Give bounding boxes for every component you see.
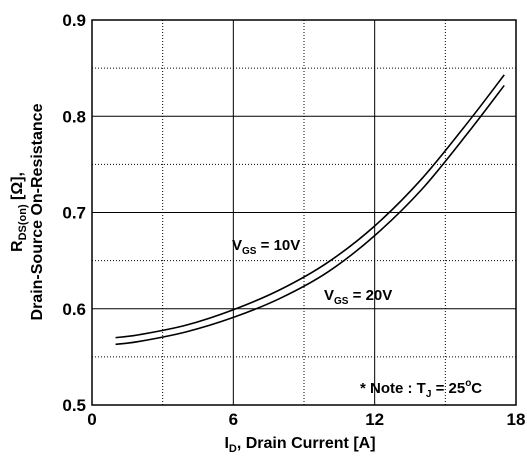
y-tick-label: 0.5 [62, 396, 86, 415]
y-tick-label: 0.8 [62, 107, 86, 126]
y-axis-label-line1: RDS(on) [Ω], [9, 172, 29, 252]
series-line-vgs-20v [115, 84, 505, 346]
plot-frame [91, 19, 517, 406]
x-tick-label: 6 [229, 410, 238, 429]
x-axis-label: ID, Drain Current [A] [224, 435, 375, 455]
series-label-vgs-20v: VGS = 20V [324, 287, 392, 307]
y-tick-label: 0.6 [62, 300, 86, 319]
x-tick-label: 18 [507, 410, 526, 429]
y-axis-label: RDS(on) [Ω], Drain-Source On-Resistance [9, 103, 46, 320]
x-tick-label: 12 [365, 410, 384, 429]
y-tick-label: 0.7 [62, 204, 86, 223]
y-axis-label-line2: Drain-Source On-Resistance [29, 103, 46, 320]
x-axis-ticks: 0 6 12 18 [87, 410, 525, 429]
x-tick-label: 0 [87, 410, 96, 429]
series-label-vgs-10v: VGS = 10V [232, 237, 300, 257]
y-tick-label: 0.9 [62, 11, 86, 30]
grid [92, 20, 516, 405]
series-line-vgs-10v [115, 74, 505, 339]
temperature-note: * Note : TJ = 25oC [360, 378, 482, 400]
y-axis-ticks: 0.5 0.6 0.7 0.8 0.9 [62, 11, 86, 415]
series-group [115, 74, 505, 346]
